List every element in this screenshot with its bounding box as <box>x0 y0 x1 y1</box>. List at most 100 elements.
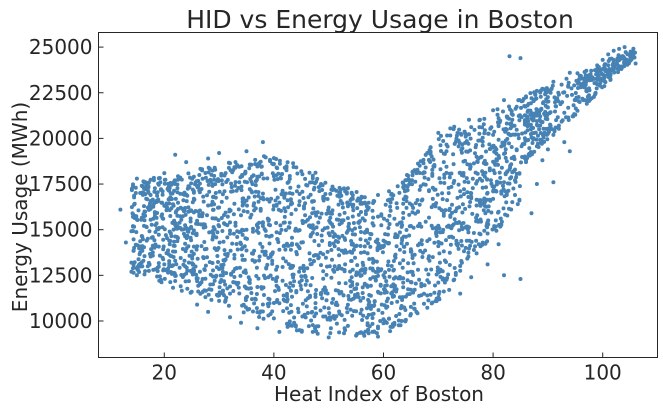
scatter-point <box>404 205 409 210</box>
scatter-point <box>516 132 521 137</box>
scatter-point <box>410 203 414 208</box>
scatter-point <box>410 169 415 174</box>
scatter-point <box>190 253 195 258</box>
scatter-point <box>131 214 135 219</box>
scatter-point <box>299 287 304 292</box>
scatter-point <box>260 249 265 254</box>
scatter-point <box>417 202 422 207</box>
scatter-point <box>495 107 500 112</box>
scatter-point <box>516 136 521 141</box>
scatter-point <box>612 63 617 67</box>
scatter-point <box>193 182 197 187</box>
scatter-point <box>316 220 321 225</box>
scatter-point <box>292 279 297 284</box>
scatter-point <box>349 289 354 294</box>
scatter-point <box>241 209 246 214</box>
scatter-point <box>179 217 184 222</box>
scatter-point <box>222 173 227 178</box>
scatter-point <box>274 279 279 284</box>
scatter-point <box>405 278 410 283</box>
scatter-point <box>175 239 180 244</box>
scatter-point <box>195 302 200 307</box>
scatter-point <box>256 199 261 204</box>
scatter-point <box>426 177 431 182</box>
scatter-point <box>284 168 289 173</box>
scatter-point <box>220 229 225 233</box>
scatter-point <box>293 228 298 233</box>
scatter-point <box>268 254 273 259</box>
scatter-point <box>171 285 175 290</box>
scatter-point <box>132 201 137 206</box>
scatter-point <box>492 161 497 166</box>
scatter-point <box>574 95 579 100</box>
scatter-point <box>225 235 230 240</box>
scatter-point <box>234 266 239 271</box>
scatter-point <box>559 82 564 87</box>
scatter-point <box>373 277 378 282</box>
scatter-point <box>308 192 313 197</box>
scatter-point <box>321 194 326 199</box>
scatter-point <box>249 179 254 184</box>
scatter-point <box>349 239 354 243</box>
scatter-point <box>337 309 342 314</box>
scatter-point <box>168 214 173 218</box>
scatter-point <box>195 256 200 261</box>
scatter-point <box>277 158 282 163</box>
scatter-point <box>338 199 343 203</box>
scatter-point <box>509 145 514 149</box>
scatter-point <box>467 117 471 122</box>
scatter-point <box>230 241 235 246</box>
scatter-point <box>399 305 404 310</box>
scatter-point <box>383 283 388 288</box>
scatter-point <box>300 301 305 306</box>
scatter-point <box>498 175 503 180</box>
scatter-point <box>422 283 427 288</box>
scatter-point <box>169 182 174 187</box>
scatter-point <box>605 72 610 77</box>
scatter-point <box>518 56 523 61</box>
scatter-point <box>219 178 224 183</box>
scatter-point <box>305 217 310 222</box>
scatter-point <box>345 200 350 205</box>
scatter-point <box>429 267 434 272</box>
scatter-point <box>274 230 279 235</box>
scatter-point <box>424 267 429 272</box>
scatter-point <box>191 244 196 249</box>
scatter-point <box>425 305 430 310</box>
scatter-point <box>260 245 265 249</box>
scatter-point <box>231 280 236 285</box>
scatter-point <box>451 162 456 167</box>
scatter-point <box>606 52 611 57</box>
scatter-point <box>206 170 211 175</box>
scatter-point <box>327 311 332 316</box>
scatter-point <box>262 273 266 278</box>
scatter-point <box>323 255 328 260</box>
scatter-point <box>162 262 167 267</box>
scatter-point <box>361 331 366 336</box>
scatter-point <box>285 291 289 296</box>
scatter-point <box>295 171 300 176</box>
scatter-point <box>197 173 202 177</box>
scatter-point <box>452 124 457 129</box>
scatter-point <box>482 204 487 208</box>
scatter-point <box>360 318 365 322</box>
scatter-point <box>435 265 440 270</box>
scatter-point <box>417 221 422 226</box>
scatter-point <box>132 260 137 265</box>
scatter-point <box>228 161 232 166</box>
scatter-point <box>173 274 178 278</box>
scatter-point <box>406 173 411 178</box>
scatter-point <box>388 208 393 213</box>
scatter-point <box>463 245 468 250</box>
scatter-point <box>241 310 246 315</box>
scatter-point <box>410 182 414 187</box>
scatter-point <box>146 180 151 185</box>
scatter-point <box>474 203 479 208</box>
scatter-point <box>376 269 380 274</box>
scatter-point <box>178 284 183 289</box>
scatter-point <box>391 259 396 263</box>
scatter-point <box>177 220 182 225</box>
scatter-point <box>173 196 178 201</box>
scatter-point <box>271 207 276 212</box>
scatter-point <box>220 192 225 197</box>
